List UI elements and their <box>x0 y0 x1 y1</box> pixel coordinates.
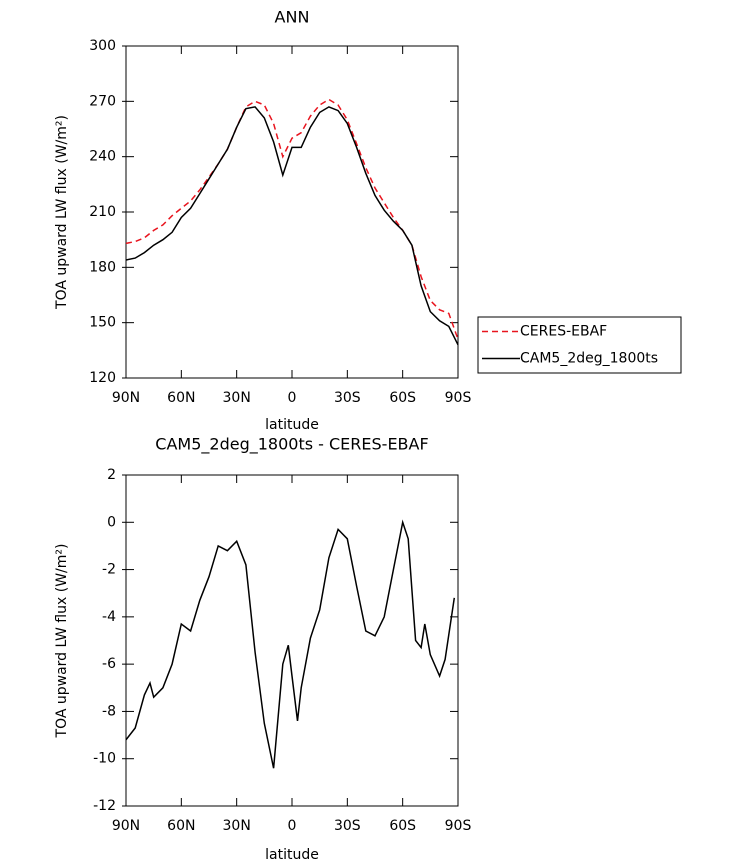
y-tick-label: 300 <box>89 38 116 54</box>
y-tick-label: 2 <box>107 467 116 483</box>
x-tick-label: 90S <box>445 390 472 406</box>
x-tick-label: 30N <box>223 390 251 406</box>
x-axis-label: latitude <box>265 417 319 433</box>
legend-label: CAM5_2deg_1800ts <box>520 351 658 367</box>
chart-title: CAM5_2deg_1800ts - CERES-EBAF <box>155 435 428 455</box>
legend-box <box>477 316 682 374</box>
y-tick-label: 240 <box>89 149 116 165</box>
x-axis-label: latitude <box>265 847 319 863</box>
y-tick-label: 120 <box>89 370 116 386</box>
y-tick-label: -8 <box>102 703 116 719</box>
y-tick-label: 180 <box>89 259 116 275</box>
legend-label: CERES-EBAF <box>520 324 607 340</box>
y-tick-label: 0 <box>107 514 116 530</box>
plot-frame <box>125 45 459 379</box>
y-tick-label: -12 <box>93 798 116 814</box>
x-tick-label: 60S <box>389 818 416 834</box>
x-tick-label: 90N <box>112 390 140 406</box>
y-tick-label: -2 <box>102 562 116 578</box>
x-tick-label: 0 <box>288 818 297 834</box>
y-tick-label: -10 <box>93 751 116 767</box>
x-tick-label: 0 <box>288 390 297 406</box>
x-tick-label: 60N <box>167 818 195 834</box>
y-axis-label: TOA upward LW flux (W/m²) <box>54 544 70 739</box>
y-tick-label: 270 <box>89 93 116 109</box>
x-tick-label: 30S <box>334 818 361 834</box>
x-tick-label: 60S <box>389 390 416 406</box>
x-tick-label: 30N <box>223 818 251 834</box>
data-line <box>125 98 459 340</box>
chart-title: ANN <box>275 8 310 27</box>
x-tick-label: 30S <box>334 390 361 406</box>
data-line <box>125 106 459 346</box>
y-axis-label: TOA upward LW flux (W/m²) <box>54 115 70 310</box>
x-tick-label: 90N <box>112 818 140 834</box>
y-tick-label: 150 <box>89 315 116 331</box>
y-tick-label: -6 <box>102 656 116 672</box>
data-line <box>125 519 456 769</box>
y-tick-label: -4 <box>102 609 116 625</box>
plot-frame <box>125 474 459 807</box>
x-tick-label: 90S <box>445 818 472 834</box>
y-tick-label: 210 <box>89 204 116 220</box>
x-tick-label: 60N <box>167 390 195 406</box>
